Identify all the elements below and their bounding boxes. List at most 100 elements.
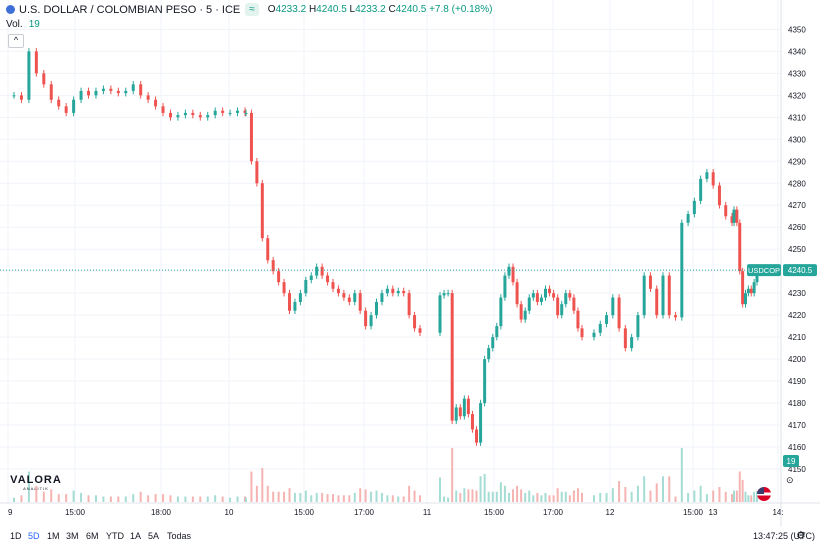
candle: [309, 272, 313, 284]
chart-title[interactable]: U.S. DOLLAR / COLOMBIAN PESO · 5 · ICE: [19, 3, 241, 16]
y-tick-label: 4250: [788, 245, 806, 254]
candle-body: [605, 315, 609, 324]
candle-body: [131, 84, 135, 91]
candle: [375, 298, 378, 319]
candle: [49, 81, 53, 104]
volume-bar: [199, 496, 202, 502]
candle-body: [315, 266, 319, 276]
utc-clock[interactable]: 13:47:25 (UTC): [753, 531, 816, 541]
candle: [413, 311, 417, 332]
candle-body: [293, 301, 297, 311]
volume-bar: [674, 496, 677, 502]
volume-bar: [375, 490, 378, 502]
candle-body: [402, 290, 406, 294]
volume-bar: [556, 488, 559, 502]
range-all-button[interactable]: Todas: [167, 531, 192, 541]
volume-bar: [42, 491, 45, 502]
currency-flag-icon[interactable]: [757, 487, 771, 501]
candle-body: [717, 185, 721, 206]
range-1d-button[interactable]: 1D: [10, 531, 22, 541]
volume-bar: [699, 485, 702, 502]
candle-body: [442, 293, 446, 296]
volume-bar: [359, 488, 362, 502]
candle-body: [503, 275, 507, 298]
volume-bar: [221, 496, 224, 502]
volume-bar: [109, 496, 112, 502]
volume-bar: [20, 495, 23, 502]
range-3m-button[interactable]: 3M: [66, 531, 79, 541]
candle-body: [168, 112, 172, 118]
volume-bar: [668, 476, 671, 502]
candle-body: [87, 90, 91, 96]
candle-body: [385, 288, 389, 294]
range-6m-button[interactable]: 6M: [86, 531, 99, 541]
candle: [42, 70, 46, 88]
candle-body: [454, 407, 458, 421]
candle-body: [380, 293, 384, 302]
candle: [479, 399, 483, 446]
candle-body: [523, 310, 527, 320]
candle-body: [479, 403, 483, 443]
range-5a-button[interactable]: 5A: [148, 531, 160, 541]
candle: [495, 322, 499, 341]
y-tick-label: 4300: [788, 135, 806, 144]
candle: [515, 278, 519, 308]
volume-bar: [214, 495, 217, 502]
volume-bar: [475, 490, 478, 502]
x-tick-label: 14:: [772, 508, 783, 517]
candle-body: [183, 112, 187, 116]
range-1a-button[interactable]: 1A: [130, 531, 142, 541]
volume-bar: [544, 492, 547, 502]
volume-bar: [705, 494, 708, 502]
pane-settings-icon[interactable]: ⊙: [786, 475, 794, 485]
candle-body: [94, 90, 98, 96]
axes: 4150 4160 4170 4180 4190 4200 4210 4220 4230 4240…: [0, 0, 820, 527]
volume-bar: [386, 495, 389, 502]
candle: [19, 92, 23, 104]
candle: [519, 300, 523, 323]
candle: [580, 325, 584, 341]
candle-body: [154, 99, 158, 107]
candle: [548, 285, 552, 297]
collapse-legend-button[interactable]: ^: [8, 34, 24, 48]
candle: [705, 168, 709, 183]
range-1m-button[interactable]: 1M: [47, 531, 60, 541]
volume-bar: [744, 491, 747, 502]
candle: [539, 294, 543, 306]
range-5d-button[interactable]: 5D: [28, 531, 40, 541]
candle-body: [27, 51, 31, 100]
volume-bar: [733, 490, 735, 502]
volume-bar: [753, 491, 756, 502]
x-tick-label: 10: [225, 508, 234, 517]
volume-bar: [310, 495, 313, 502]
range-ytd-button[interactable]: YTD: [106, 531, 124, 541]
volume-bar: [337, 495, 340, 502]
candle: [249, 109, 253, 165]
x-tick-label: 17:00: [543, 508, 564, 517]
candle: [407, 289, 411, 319]
candle-body: [298, 293, 302, 302]
candle: [475, 426, 479, 446]
volume-bar: [552, 495, 555, 502]
volume-bar: [184, 496, 187, 502]
volume-bar: [536, 492, 539, 502]
candle-body: [146, 95, 150, 100]
compare-icon[interactable]: ≈: [245, 3, 259, 16]
candle-body: [611, 297, 615, 316]
gear-icon[interactable]: ⚙: [796, 530, 806, 542]
candle: [124, 87, 128, 97]
volume-bar: [261, 467, 264, 502]
candle-body: [336, 288, 340, 294]
candle-body: [470, 414, 474, 430]
candle-body: [176, 115, 180, 118]
candle-body: [475, 429, 479, 443]
volume-bar: [487, 491, 490, 502]
volume-bar: [139, 491, 142, 502]
volume-bar: [662, 476, 664, 502]
volume-bar: [439, 477, 441, 502]
candle: [454, 404, 458, 424]
candle-body: [511, 266, 515, 283]
grid-layer: [0, 0, 781, 503]
candle: [535, 289, 539, 306]
